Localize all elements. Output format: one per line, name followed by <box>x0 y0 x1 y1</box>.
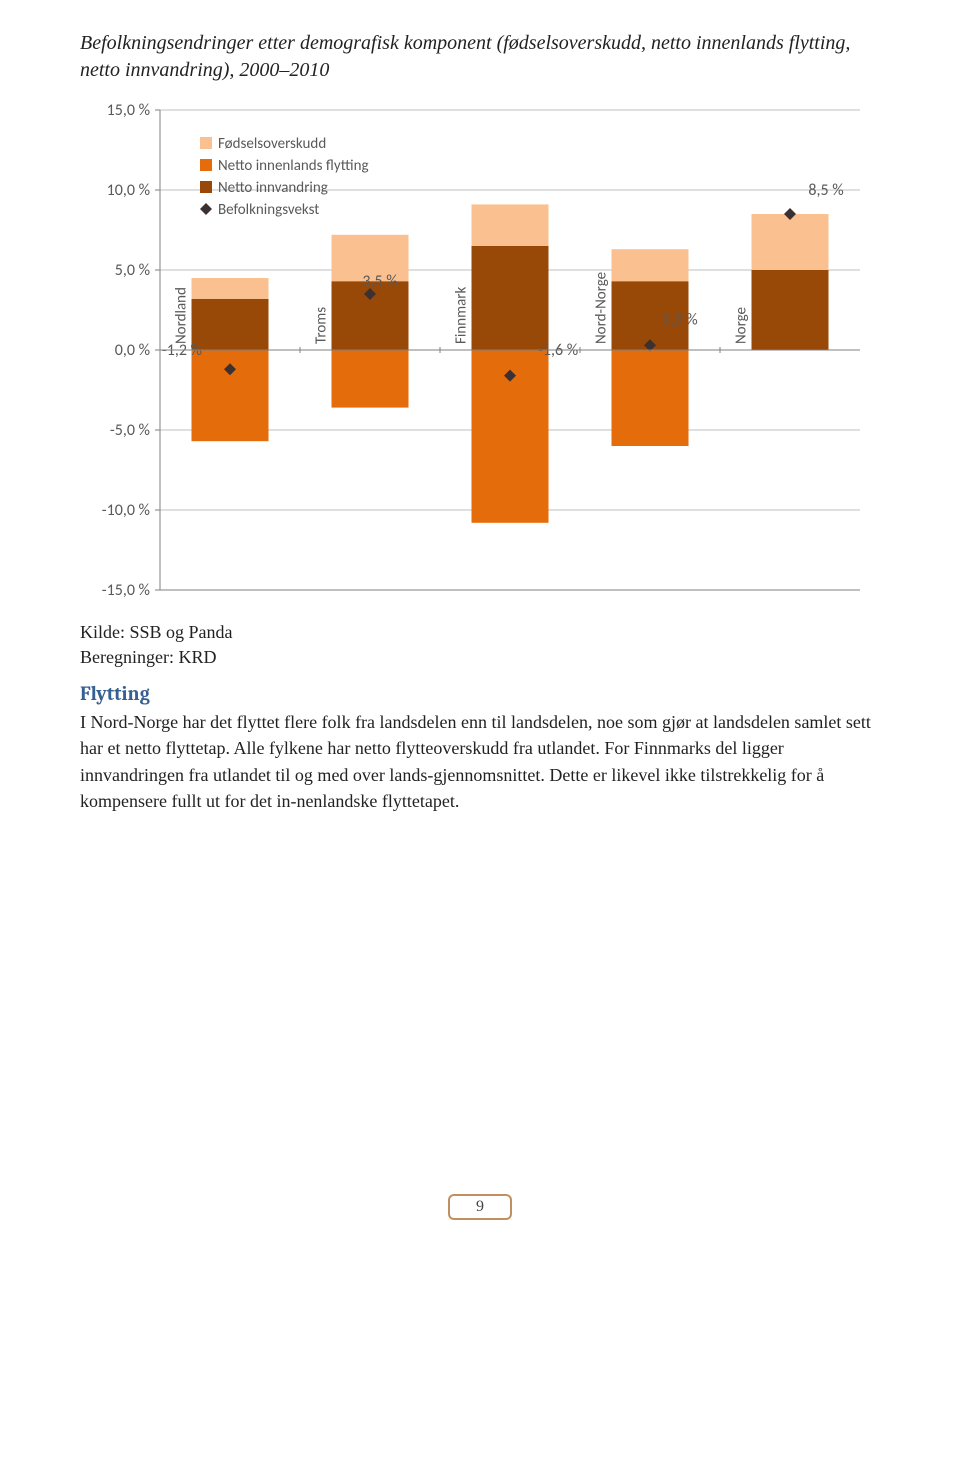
chart: -15,0 % -10,0 % -5,0 % 0,0 % 5,0 % 10,0 % 15,0… <box>80 100 880 620</box>
svg-text:5,0 %: 5,0 % <box>115 261 150 280</box>
svg-text:8,5 %: 8,5 % <box>808 181 843 200</box>
svg-text:Befolkningsvekst: Befolkningsvekst <box>218 201 319 219</box>
svg-text:0,3 %: 0,3 % <box>662 310 697 329</box>
svg-text:Netto innenlands flytting: Netto innenlands flytting <box>218 157 369 175</box>
svg-text:3,5 %: 3,5 % <box>362 272 397 291</box>
svg-text:Troms: Troms <box>313 307 331 344</box>
svg-text:Fødselsoverskudd: Fødselsoverskudd <box>218 135 326 153</box>
svg-text:Finnmark: Finnmark <box>453 287 471 344</box>
page-number: 9 <box>448 1194 512 1220</box>
source-line: Kilde: SSB og Panda <box>80 620 880 645</box>
svg-text:10,0 %: 10,0 % <box>107 181 150 200</box>
svg-text:Nord-Norge: Nord-Norge <box>593 272 611 344</box>
chart-title: Befolkningsendringer etter demografisk k… <box>80 30 880 84</box>
svg-text:0,0 %: 0,0 % <box>115 341 150 360</box>
svg-text:-10,0 %: -10,0 % <box>102 501 150 520</box>
page: Befolkningsendringer etter demografisk k… <box>40 0 920 1260</box>
svg-text:Netto innvandring: Netto innvandring <box>218 179 328 197</box>
svg-text:-15,0 %: -15,0 % <box>102 581 150 600</box>
svg-text:Nordland: Nordland <box>173 287 191 344</box>
chart-svg: -15,0 % -10,0 % -5,0 % 0,0 % 5,0 % 10,0 % 15,0… <box>80 100 880 620</box>
svg-text:-5,0 %: -5,0 % <box>110 421 150 440</box>
calc-line: Beregninger: KRD <box>80 645 880 670</box>
section-heading: Flytting <box>80 682 880 705</box>
body-text: I Nord-Norge har det flyttet flere folk … <box>80 709 880 813</box>
svg-text:15,0 %: 15,0 % <box>107 101 150 120</box>
svg-text:Norge: Norge <box>733 307 751 344</box>
